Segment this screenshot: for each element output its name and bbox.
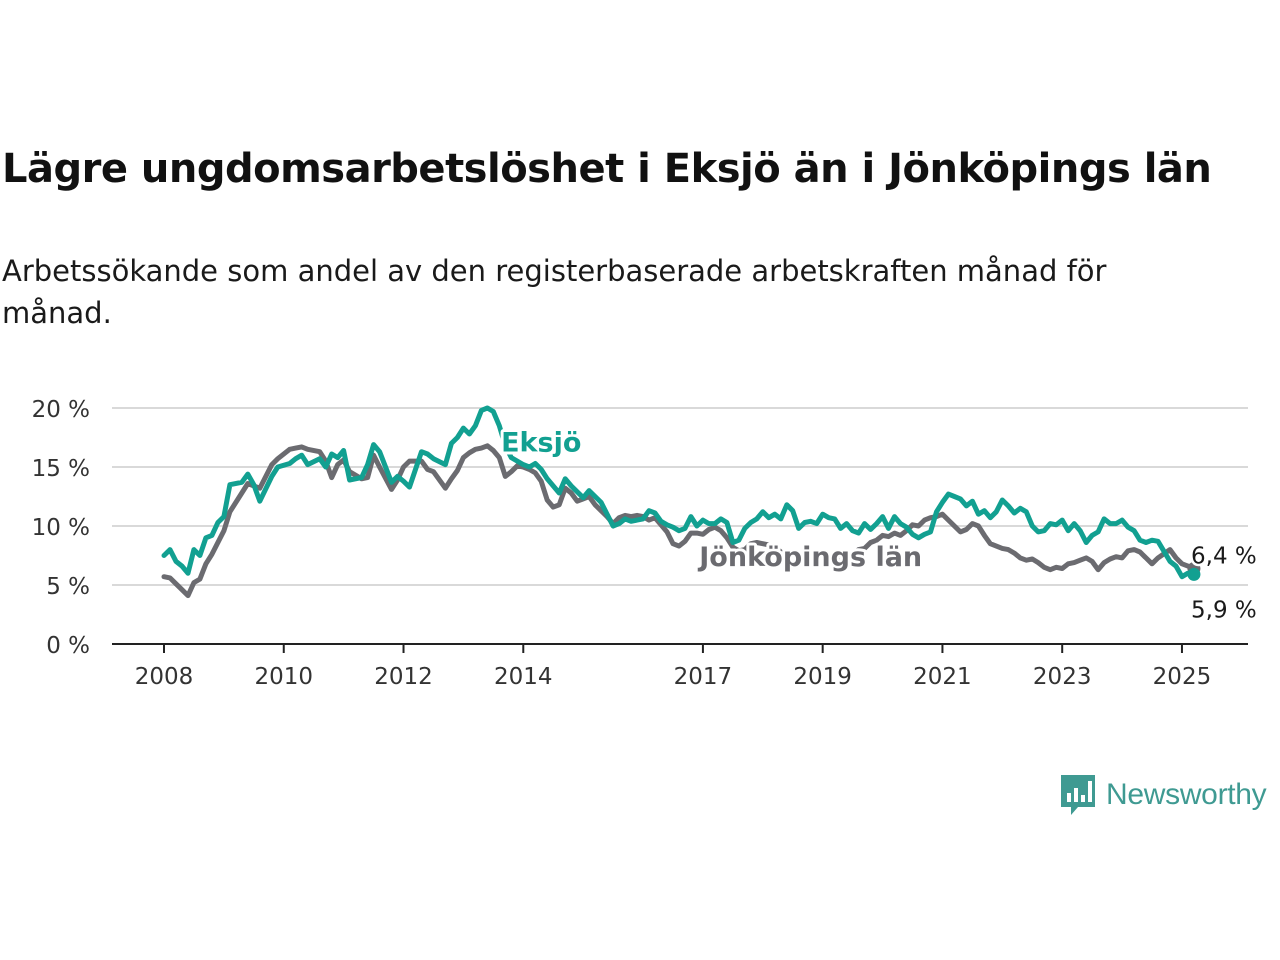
series-line-j-nk-pings-l-n (161, 443, 1197, 599)
line-chart: 0 %5 %10 %15 %20 % 2008 2010 2012 2014 2017 2… (32, 397, 1260, 690)
bar-chart-speech-bubble-icon (1061, 775, 1095, 815)
series-line-eksj- (161, 405, 1197, 580)
end-value-label-j-nk-pings-l-n: 6,4 % (1191, 543, 1257, 569)
series-label-j-nk-pings-l-n: Jönköpings län (697, 542, 922, 573)
series-label-eksj-: Eksjö (501, 428, 581, 459)
chart-title: Lägre ungdomsarbetslöshet i Eksjö än i J… (2, 146, 1212, 192)
series-lines (161, 405, 1201, 599)
chart-subtitle: Arbetssökande som andel av den registerb… (2, 254, 1107, 330)
y-gridlines (112, 407, 1248, 586)
x-tick-label: 2012 (374, 664, 433, 690)
x-tick-label: 2014 (494, 664, 553, 690)
y-tick-label: 15 % (32, 456, 90, 482)
x-tick-label: 2019 (793, 664, 852, 690)
end-value-label-eksj-: 5,9 % (1191, 597, 1257, 623)
x-tick-label: 2008 (135, 664, 194, 690)
x-tick-label: 2017 (674, 664, 733, 690)
series-labels: Eksjö Jönköpings län 5,9 % 6,4 % (498, 425, 1259, 626)
x-tick-label: 2021 (913, 664, 972, 690)
x-tick-label: 2023 (1033, 664, 1092, 690)
x-tick-label: 2025 (1153, 664, 1212, 690)
y-tick-label: 10 % (32, 515, 90, 541)
newsworthy-logo[interactable]: Newsworthy (1058, 773, 1267, 817)
y-axis: 0 % 5 % 10 % 15 % 20 % (32, 397, 90, 659)
y-tick-label: 0 % (46, 633, 90, 659)
end-marker-eksj- (1187, 567, 1201, 581)
y-tick-label: 5 % (46, 574, 90, 600)
brand-name: Newsworthy (1106, 778, 1267, 811)
y-tick-label: 20 % (32, 397, 90, 423)
x-axis: 2008 2010 2012 2014 2017 2019 2021 2023 2025 (112, 643, 1248, 690)
x-tick-label: 2010 (254, 664, 313, 690)
